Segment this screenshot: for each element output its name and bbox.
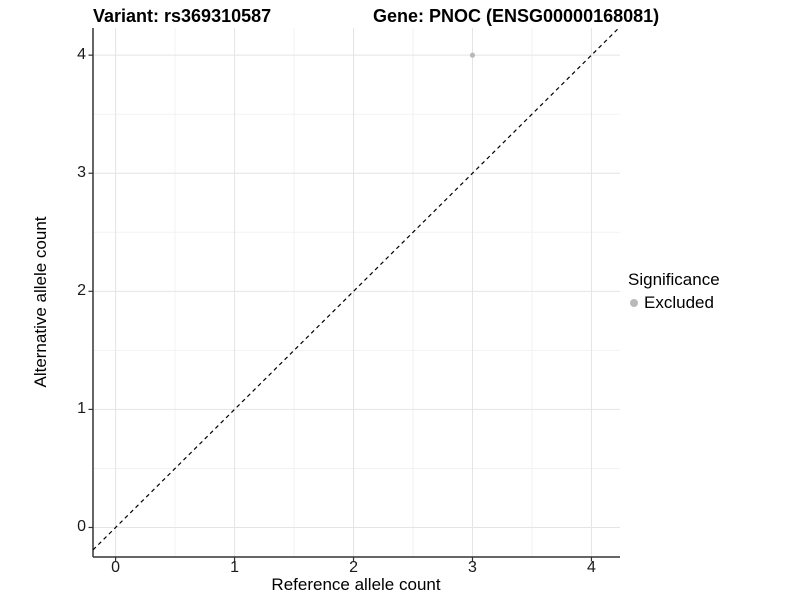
x-tick-label: 2 bbox=[349, 559, 358, 576]
data-point bbox=[469, 52, 476, 58]
plot-title-variant: Variant: rs369310587 bbox=[93, 6, 272, 26]
x-axis-title: Reference allele count bbox=[271, 575, 441, 594]
legend: Significance Excluded bbox=[628, 270, 720, 313]
x-tick-label: 0 bbox=[111, 559, 121, 576]
y-tick-label: 4 bbox=[77, 46, 86, 64]
y-tick-label: 3 bbox=[77, 164, 86, 182]
y-tick-label: 2 bbox=[77, 282, 86, 300]
x-tick-label: 3 bbox=[468, 559, 477, 576]
plot-title-gene: Gene: PNOC (ENSG00000168081) bbox=[373, 6, 660, 26]
x-tick-label: 1 bbox=[230, 559, 240, 576]
legend-title: Significance bbox=[628, 270, 720, 289]
y-axis-title: Alternative allele count bbox=[31, 216, 50, 388]
identity-line bbox=[92, 27, 620, 551]
plot-panel bbox=[88, 27, 620, 562]
legend-point-icon bbox=[630, 299, 638, 307]
legend-entry-label: Excluded bbox=[644, 293, 714, 312]
y-tick-label: 1 bbox=[77, 400, 86, 418]
x-tick-label: 4 bbox=[586, 559, 596, 576]
y-tick-label: 0 bbox=[77, 518, 86, 536]
legend-entry-excluded: Excluded bbox=[628, 293, 720, 313]
